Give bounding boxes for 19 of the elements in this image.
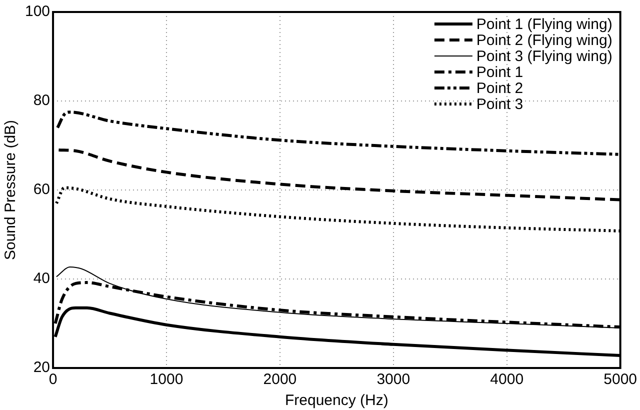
- legend-label: Point 2: [476, 80, 524, 98]
- legend-label: Point 3 (Flying wing): [476, 48, 612, 66]
- y-tick-label: 60: [33, 181, 50, 198]
- x-tick-label: 0: [48, 371, 58, 388]
- legend-label: Point 1 (Flying wing): [476, 16, 612, 34]
- x-tick-label: 2000: [263, 371, 297, 388]
- legend-label: Point 2 (Flying wing): [476, 32, 612, 50]
- legend-label: Point 3: [476, 96, 524, 114]
- y-tick-label: 80: [33, 92, 50, 110]
- y-tick-label: 40: [33, 270, 50, 288]
- x-tick-label: 5000: [604, 371, 638, 388]
- x-tick-label: 3000: [376, 371, 410, 388]
- y-tick-label: 100: [24, 3, 50, 20]
- x-tick-label: 1000: [150, 371, 184, 388]
- x-axis-title: Frequency (Hz): [284, 392, 388, 410]
- y-tick-label: 20: [33, 359, 50, 376]
- y-axis-title: Sound Pressure (dB): [2, 120, 20, 260]
- legend-label: Point 1: [476, 64, 524, 82]
- x-tick-label: 4000: [490, 371, 524, 388]
